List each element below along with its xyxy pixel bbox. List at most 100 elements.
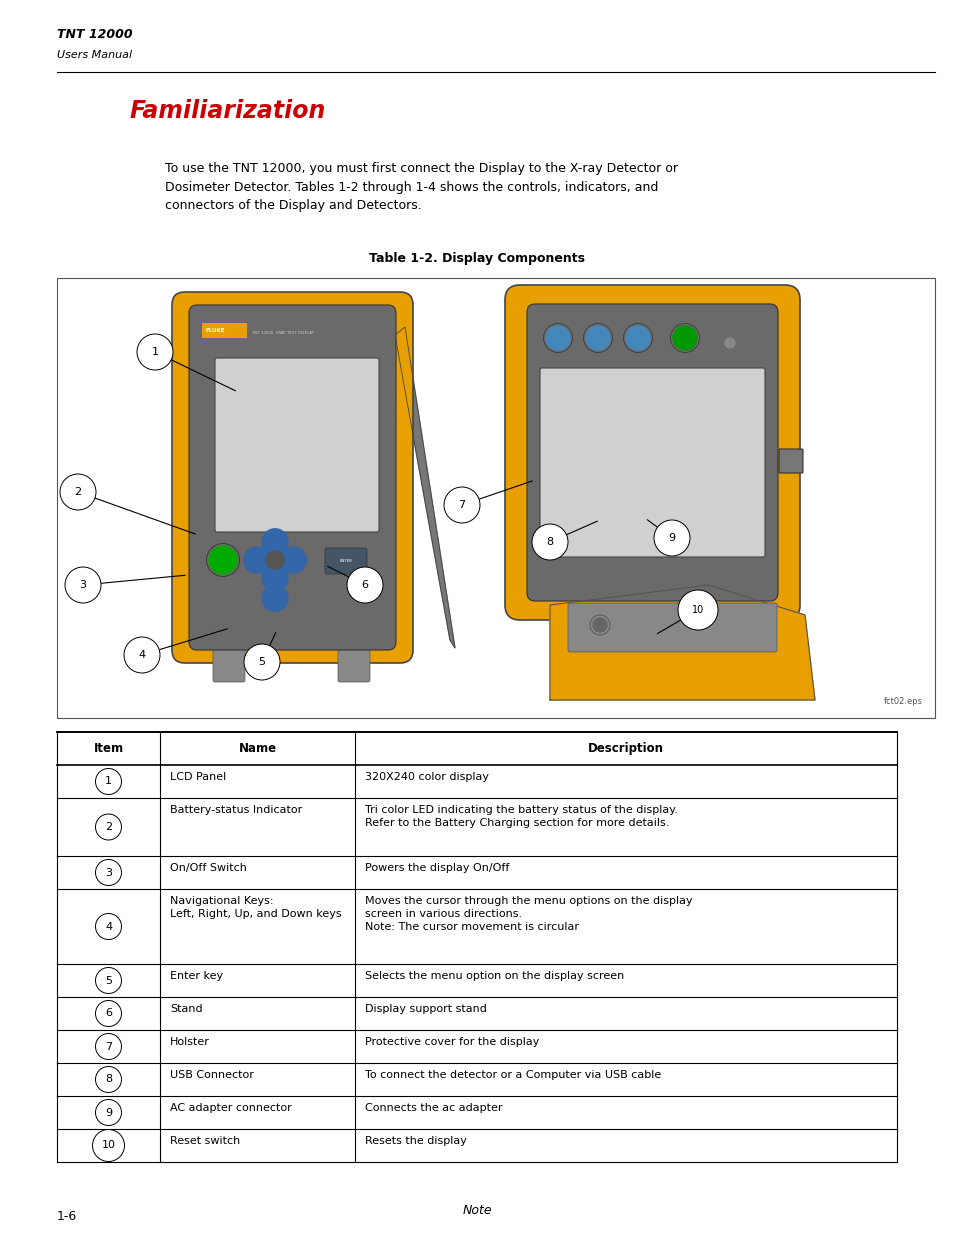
Text: Display support stand: Display support stand: [365, 1004, 486, 1014]
Polygon shape: [395, 327, 455, 648]
Text: Note: Note: [461, 1204, 492, 1216]
Text: 10: 10: [101, 1140, 115, 1151]
Text: Holster: Holster: [170, 1037, 210, 1047]
Text: ENTER: ENTER: [339, 559, 352, 563]
FancyBboxPatch shape: [539, 368, 764, 557]
Bar: [57, 1095, 896, 1129]
Text: Tri color LED indicating the battery status of the display.
Refer to the Battery: Tri color LED indicating the battery sta…: [365, 805, 678, 829]
Bar: [57, 732, 896, 764]
FancyBboxPatch shape: [189, 305, 395, 650]
Text: Item: Item: [93, 742, 124, 755]
Text: Navigational Keys:
Left, Right, Up, and Down keys: Navigational Keys: Left, Right, Up, and …: [170, 897, 341, 919]
Text: On/Off Switch: On/Off Switch: [170, 863, 247, 873]
Bar: [57, 856, 896, 889]
Text: 2: 2: [105, 823, 112, 832]
Text: Battery-status Indicator: Battery-status Indicator: [170, 805, 302, 815]
Text: 320X240 color display: 320X240 color display: [365, 772, 489, 782]
Text: To connect the detector or a Computer via USB cable: To connect the detector or a Computer vi…: [365, 1070, 660, 1079]
Circle shape: [95, 967, 121, 993]
Bar: [57, 764, 896, 798]
Circle shape: [678, 590, 718, 630]
Circle shape: [262, 585, 288, 611]
Bar: [57, 278, 934, 718]
Text: fct02.eps: fct02.eps: [883, 697, 923, 706]
Circle shape: [244, 547, 270, 573]
Circle shape: [443, 487, 479, 522]
Text: 9: 9: [668, 534, 675, 543]
Circle shape: [347, 567, 382, 603]
Circle shape: [625, 326, 649, 350]
Text: 10: 10: [691, 605, 703, 615]
Text: Connects the ac adapter: Connects the ac adapter: [365, 1103, 502, 1113]
Bar: [57, 1129, 896, 1162]
Text: 4: 4: [138, 650, 146, 659]
Text: 3: 3: [105, 867, 112, 878]
Circle shape: [95, 1099, 121, 1125]
Circle shape: [244, 643, 280, 680]
Text: USB Connector: USB Connector: [170, 1070, 253, 1079]
Text: 1: 1: [105, 777, 112, 787]
Circle shape: [585, 326, 609, 350]
Text: AC adapter connector: AC adapter connector: [170, 1103, 292, 1113]
Circle shape: [545, 326, 569, 350]
Bar: [57, 798, 896, 856]
Text: 1-6: 1-6: [57, 1210, 77, 1223]
Text: Name: Name: [238, 742, 276, 755]
FancyBboxPatch shape: [504, 285, 800, 620]
Text: TNT 12000  XRAY TEST DISPLAY: TNT 12000 XRAY TEST DISPLAY: [252, 331, 314, 335]
FancyBboxPatch shape: [567, 603, 776, 652]
Text: 5: 5: [258, 657, 265, 667]
Text: Reset switch: Reset switch: [170, 1136, 240, 1146]
Text: 8: 8: [105, 1074, 112, 1084]
Circle shape: [266, 551, 284, 569]
Text: 8: 8: [546, 537, 553, 547]
Circle shape: [124, 637, 160, 673]
Text: 4: 4: [105, 921, 112, 931]
Text: TNT 12000: TNT 12000: [57, 28, 132, 41]
Circle shape: [262, 566, 288, 592]
Circle shape: [60, 474, 96, 510]
Polygon shape: [550, 585, 814, 700]
Bar: [57, 997, 896, 1030]
Text: Familiarization: Familiarization: [130, 99, 326, 124]
Text: Powers the display On/Off: Powers the display On/Off: [365, 863, 509, 873]
Circle shape: [209, 546, 236, 574]
Bar: [57, 889, 896, 965]
Circle shape: [593, 618, 606, 632]
Circle shape: [532, 524, 567, 559]
Text: 1: 1: [152, 347, 158, 357]
Circle shape: [654, 520, 689, 556]
Circle shape: [262, 529, 288, 555]
Text: 5: 5: [105, 976, 112, 986]
Circle shape: [95, 914, 121, 940]
Bar: [57, 965, 896, 997]
Circle shape: [137, 333, 172, 370]
Text: 7: 7: [105, 1041, 112, 1051]
Text: 2: 2: [74, 487, 81, 496]
Text: Selects the menu option on the display screen: Selects the menu option on the display s…: [365, 971, 623, 981]
Text: Stand: Stand: [170, 1004, 202, 1014]
Text: Protective cover for the display: Protective cover for the display: [365, 1037, 538, 1047]
Circle shape: [95, 1034, 121, 1060]
Bar: [202, 324, 247, 338]
Text: Enter key: Enter key: [170, 971, 223, 981]
FancyBboxPatch shape: [526, 304, 778, 601]
Text: 6: 6: [361, 580, 368, 590]
Text: 7: 7: [458, 500, 465, 510]
Text: 9: 9: [105, 1108, 112, 1118]
Text: 3: 3: [79, 580, 87, 590]
Text: Moves the cursor through the menu options on the display
screen in various direc: Moves the cursor through the menu option…: [365, 897, 692, 932]
FancyBboxPatch shape: [214, 358, 378, 532]
Text: Table 1-2. Display Components: Table 1-2. Display Components: [369, 252, 584, 266]
Circle shape: [95, 860, 121, 885]
FancyBboxPatch shape: [325, 548, 367, 574]
Circle shape: [95, 768, 121, 794]
Circle shape: [92, 1130, 125, 1161]
FancyBboxPatch shape: [337, 648, 370, 682]
FancyBboxPatch shape: [172, 291, 413, 663]
FancyBboxPatch shape: [213, 648, 245, 682]
Circle shape: [724, 338, 734, 348]
Text: 6: 6: [105, 1009, 112, 1019]
Text: FLUKE: FLUKE: [205, 329, 224, 333]
Bar: [57, 1030, 896, 1063]
